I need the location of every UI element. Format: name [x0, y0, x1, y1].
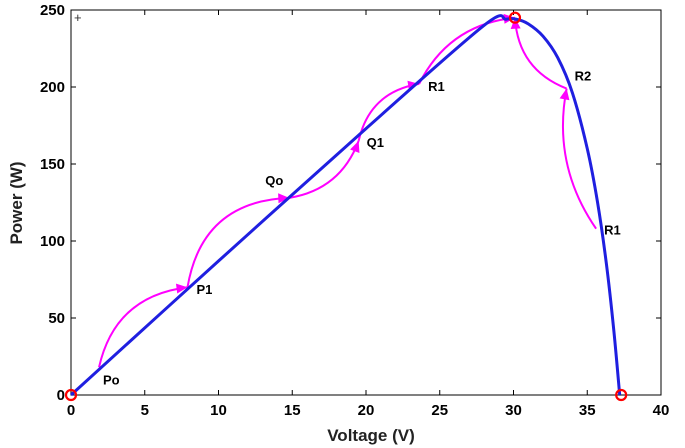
tracking-point-label: Po	[103, 372, 120, 387]
arrow-po-to-p1	[98, 286, 188, 368]
y-tick-label: 100	[40, 233, 65, 250]
x-tick-label: 35	[579, 402, 596, 419]
tracking-point-label: Q1	[367, 135, 384, 150]
mpp-circle-marker	[64, 388, 78, 402]
y-axis-title: Power (W)	[7, 161, 26, 244]
y-tick-label: 50	[48, 310, 65, 327]
y-tick-label: 200	[40, 79, 65, 96]
y-axis: 0 50 100 150 200 250	[40, 2, 661, 404]
tracking-point-label: R2	[575, 69, 592, 84]
x-tick-label: 30	[505, 402, 522, 419]
tracking-point-label: P1	[197, 282, 213, 297]
arrow-r1-to-r2	[561, 88, 597, 230]
arrow-qo-to-q1-head	[350, 140, 360, 153]
y-tick-label: 250	[40, 2, 65, 19]
arrow-p1-to-qo	[186, 196, 290, 288]
x-axis: 0 5 10 15 20 25 30 35 40	[67, 10, 670, 419]
x-tick-label: 5	[141, 402, 149, 419]
corner-plus-marker: +	[74, 10, 82, 25]
x-tick-label: 20	[358, 402, 375, 419]
arrow-p1-to-qo-head	[278, 193, 290, 204]
tracking-point-label: Qo	[265, 173, 283, 188]
arrow-r1-to-peak	[418, 16, 516, 85]
tracking-point-labels: Po P1 Qo Q1 R1 R2 R1	[103, 69, 621, 388]
plot-area	[70, 9, 662, 396]
y-tick-label: 0	[57, 387, 65, 404]
pv-curve-line	[69, 14, 622, 397]
arrow-po-to-p1-head	[175, 283, 188, 294]
x-tick-label: 40	[653, 402, 670, 419]
tracking-point-label: R1	[604, 223, 621, 238]
tracking-arrows	[98, 13, 597, 368]
mpp-circle-marker	[508, 11, 522, 24]
tracking-point-label: R1	[428, 79, 445, 94]
x-tick-label: 15	[284, 402, 301, 419]
y-tick-label: 150	[40, 156, 65, 173]
x-tick-label: 10	[210, 402, 227, 419]
arrow-r1-to-r2-head	[559, 88, 570, 101]
x-tick-label: 0	[67, 402, 75, 419]
x-tick-label: 25	[431, 402, 448, 419]
mpp-circle-marker	[615, 388, 628, 402]
peak-markers	[64, 11, 628, 402]
x-axis-title: Voltage (V)	[327, 426, 415, 445]
